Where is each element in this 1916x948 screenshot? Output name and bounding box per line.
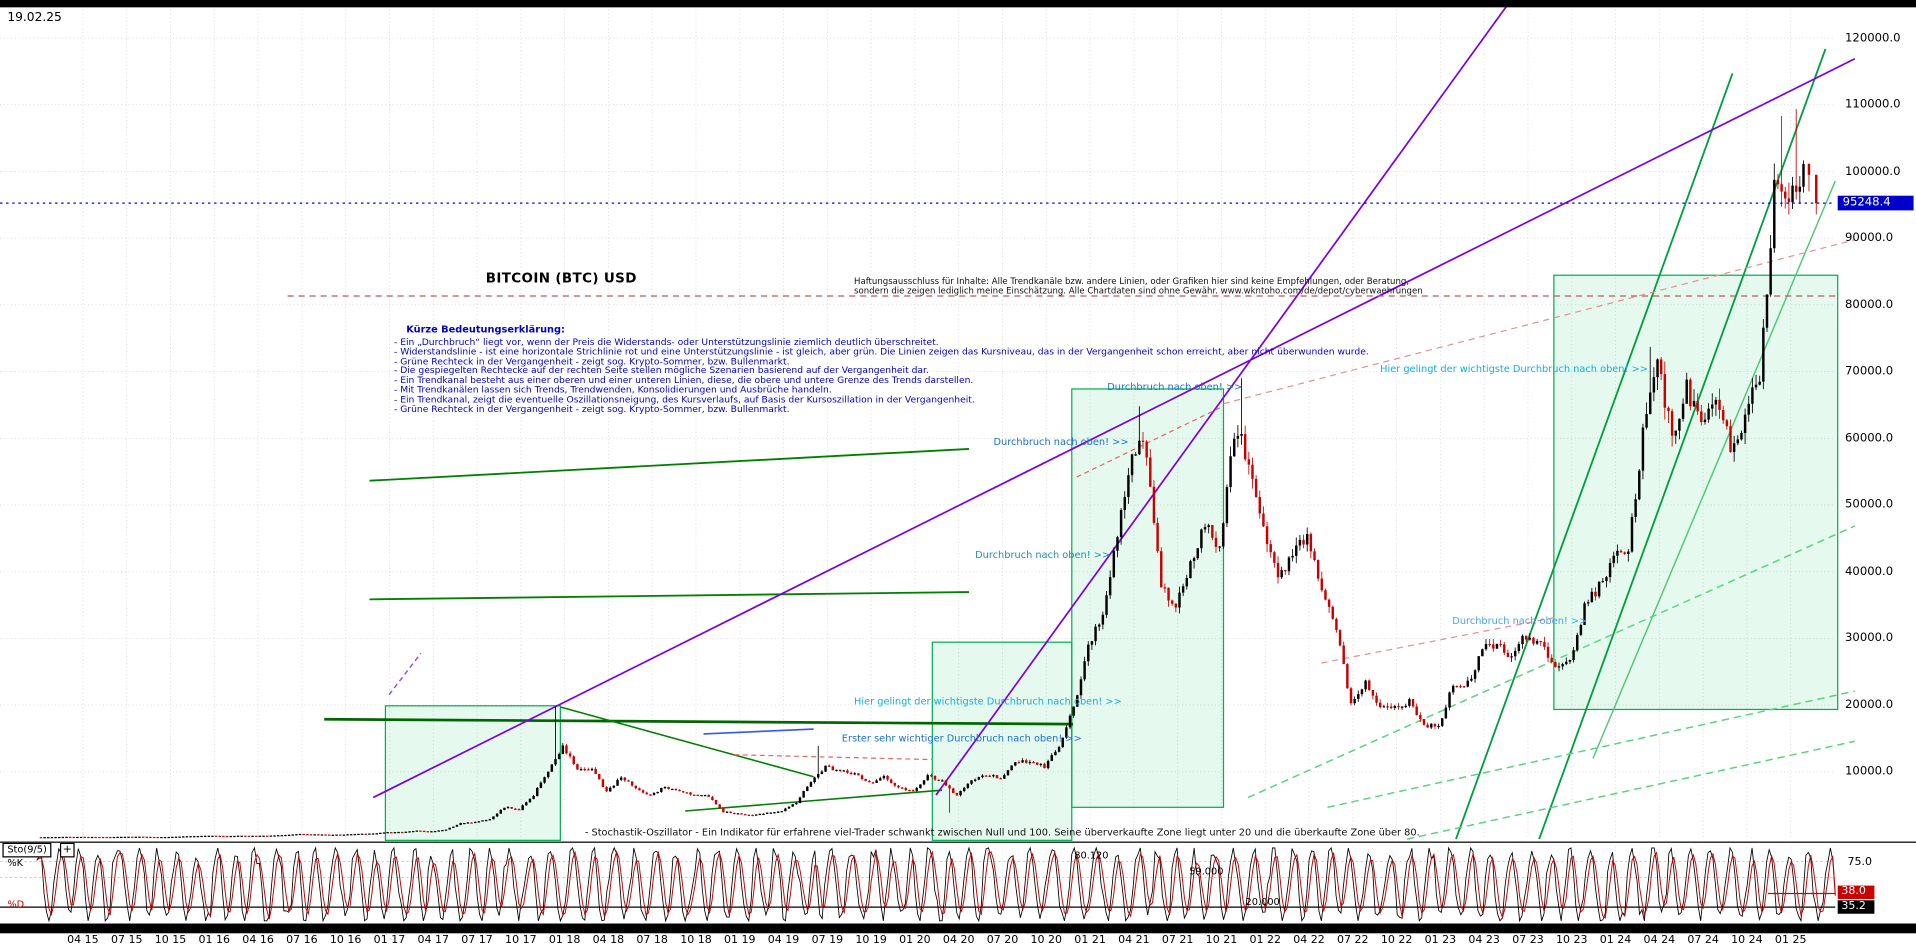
legend-line: - Ein „Durchbruch“ liegt vor, wenn der P…	[393, 336, 939, 348]
date-axis-label: 04 18	[592, 934, 625, 947]
date-axis-label: 07 15	[110, 934, 143, 947]
legend-line: - Grüne Rechteck in der Vergangenheit - …	[393, 355, 790, 367]
chart-date: 19.02.25	[7, 11, 62, 25]
price-axis-label: 30000.0	[1845, 631, 1894, 646]
date-axis-label: 07 17	[461, 934, 493, 947]
date-axis-label: 07 23	[1512, 934, 1544, 947]
date-axis-label: 04 22	[1293, 934, 1325, 947]
date-axis-label: 04 17	[417, 934, 450, 947]
date-axis-label: 01 21	[1074, 934, 1106, 947]
date-axis-label: 10 24	[1731, 934, 1763, 947]
date-axis-label: 10 19	[855, 934, 887, 947]
date-axis-label: 04 15	[67, 934, 99, 947]
date-axis-label: 01 17	[373, 934, 406, 947]
date-axis-label: 04 24	[1643, 934, 1676, 947]
price-axis-label: 110000.0	[1845, 97, 1901, 112]
chart-annotation: Durchbruch nach oben! >>	[993, 436, 1129, 448]
date-axis-label: 07 19	[811, 934, 844, 947]
date-axis-label: 07 16	[286, 934, 318, 947]
oscillator-description: - Stochastik-Oszillator - Ein Indikator …	[584, 826, 1420, 838]
date-axis-label: 10 16	[329, 934, 362, 947]
panel-separator	[0, 841, 1916, 843]
price-axis-label: 20000.0	[1845, 698, 1894, 712]
date-axis-label: 07 20	[986, 934, 1019, 947]
date-axis-label: 07 22	[1337, 934, 1369, 947]
chart-annotation: Erster sehr wichtiger Durchbruch nach ob…	[841, 732, 1082, 744]
disclaimer-line-2: sondern die zeigen lediglich meine Einsc…	[854, 286, 1423, 297]
legend-line: - Mit Trendkanälen lassen sich Trends, T…	[393, 384, 832, 396]
date-axis-label: 07 21	[1161, 934, 1194, 947]
date-axis-label: 01 18	[548, 934, 581, 947]
price-axis-label: 120000.0	[1845, 31, 1901, 45]
legend-line: - Grüne Rechteck in der Vergangenheit - …	[393, 403, 790, 415]
legend-heading: Kürze Bedeutungserklärung:	[406, 324, 565, 336]
chart-title: BITCOIN (BTC) USD	[485, 270, 637, 287]
date-axis-label: 04 19	[767, 934, 800, 947]
date-axis-label: 04 21	[1118, 934, 1150, 947]
date-axis-label: 10 20	[1030, 934, 1063, 947]
date-axis-label: 01 22	[1249, 934, 1281, 947]
date-axis-label: 10 22	[1380, 934, 1413, 947]
date-axis-label: 07 24	[1687, 934, 1719, 947]
price-axis-label: 90000.0	[1845, 231, 1894, 245]
legend-line: - Widerstandslinie - ist eine horizontal…	[393, 345, 1369, 357]
indicator-add-button[interactable]: +	[59, 842, 75, 858]
date-axis-label: 01 19	[723, 934, 756, 947]
chart-annotation: Durchbruch nach oben! >>	[1452, 615, 1588, 627]
indicator-button[interactable]: Sto(9/5)	[2, 842, 52, 858]
bottom-bar	[0, 923, 1916, 934]
date-axis-label: 10 17	[505, 934, 537, 947]
price-axis-label: 40000.0	[1845, 564, 1894, 579]
price-axis-label: 10000.0	[1845, 765, 1894, 779]
percent-k-value-badge: 35.2	[1837, 900, 1875, 914]
price-axis-label: 60000.0	[1845, 431, 1894, 445]
disclaimer-line-1: Haftungsausschluss für Inhalte: Alle Tre…	[854, 276, 1410, 287]
date-axis-label: 01 16	[198, 934, 231, 947]
oscillator-level-label: 80.120	[1074, 850, 1109, 862]
date-axis-label: 10 18	[680, 934, 712, 947]
date-axis-label: 01 24	[1599, 934, 1632, 947]
price-axis-label: 70000.0	[1845, 364, 1894, 379]
oscillator-level-label: 59.000	[1189, 866, 1224, 878]
date-axis-label: 01 23	[1424, 934, 1457, 947]
chart-annotation: Hier gelingt der wichtigste Durchbruch n…	[1380, 363, 1648, 375]
percent-d-value-badge: 38.0	[1837, 885, 1875, 900]
percent-d-label: %D	[7, 899, 25, 911]
date-axis-label: 10 23	[1555, 934, 1588, 947]
price-axis-label: 50000.0	[1845, 498, 1894, 512]
date-axis-label: 10 15	[154, 934, 187, 947]
date-axis-label: 07 18	[636, 934, 668, 947]
legend-line: - Ein Trendkanal, zeigt die eventuelle O…	[393, 393, 975, 405]
current-price-tag: 95248.4	[1837, 195, 1914, 211]
date-axis-label: 01 25	[1774, 934, 1807, 947]
date-axis-label: 04 20	[942, 934, 975, 947]
date-axis-label: 04 23	[1468, 934, 1500, 947]
top-bar	[0, 0, 1916, 8]
percent-k-label: %K	[7, 857, 24, 869]
oscillator-level-label: 20.000	[1245, 896, 1280, 908]
price-axis-label: 80000.0	[1845, 298, 1894, 312]
chart-annotation: Durchbruch nach oben! >>	[975, 549, 1111, 561]
legend-line: - Ein Trendkanal besteht aus einer obere…	[393, 374, 974, 386]
oscillator-axis-value: 75.0	[1847, 856, 1873, 869]
date-axis-label: 10 21	[1205, 934, 1238, 947]
price-axis-label: 100000.0	[1845, 164, 1901, 179]
chart-annotation: Hier gelingt der wichtigste Durchbruch n…	[854, 696, 1122, 708]
date-axis-label: 01 20	[899, 934, 931, 947]
date-axis-label: 04 16	[242, 934, 274, 947]
chart-annotation: Durchbruch nach oben! >>	[1107, 381, 1243, 393]
legend-line: - Die gespiegelten Rechtecke auf der rec…	[393, 364, 929, 377]
